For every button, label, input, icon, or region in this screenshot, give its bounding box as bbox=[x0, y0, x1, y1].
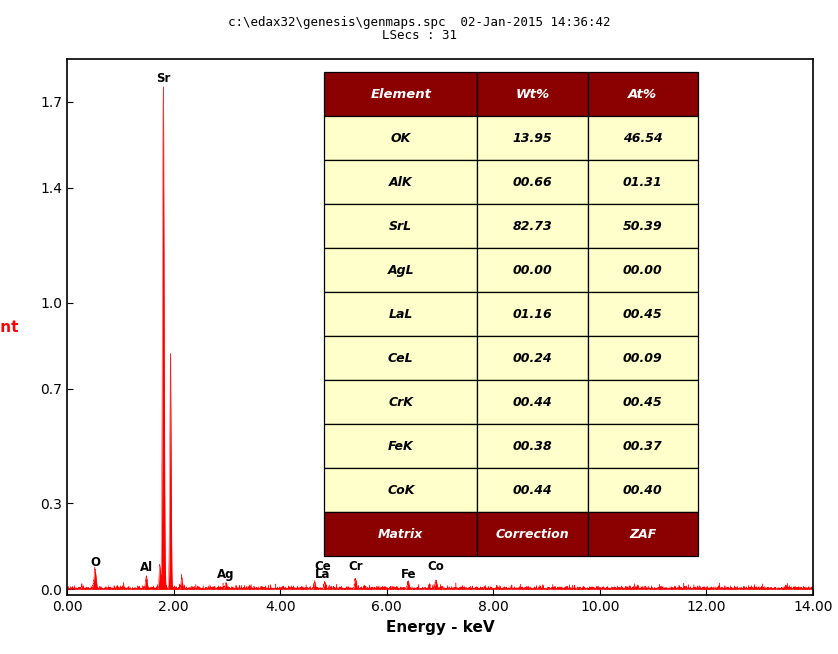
Text: 00.66: 00.66 bbox=[513, 176, 552, 189]
X-axis label: Energy - keV: Energy - keV bbox=[385, 619, 494, 634]
FancyBboxPatch shape bbox=[587, 116, 698, 160]
Text: 00.09: 00.09 bbox=[623, 352, 663, 364]
Text: LSecs : 31: LSecs : 31 bbox=[381, 29, 457, 43]
Text: Wt%: Wt% bbox=[515, 88, 550, 101]
Text: Sr: Sr bbox=[156, 72, 170, 84]
Text: 01.31: 01.31 bbox=[623, 176, 663, 189]
FancyBboxPatch shape bbox=[587, 424, 698, 468]
FancyBboxPatch shape bbox=[587, 336, 698, 380]
Text: FeK: FeK bbox=[388, 439, 414, 453]
FancyBboxPatch shape bbox=[478, 204, 587, 248]
Text: AgL: AgL bbox=[387, 264, 414, 277]
Text: Matrix: Matrix bbox=[378, 528, 423, 540]
Text: Element: Element bbox=[370, 88, 432, 101]
FancyBboxPatch shape bbox=[324, 160, 478, 204]
Text: CeL: CeL bbox=[388, 352, 414, 364]
Text: Cr: Cr bbox=[349, 560, 363, 573]
Text: 00.44: 00.44 bbox=[513, 396, 552, 409]
Text: 00.44: 00.44 bbox=[513, 483, 552, 496]
FancyBboxPatch shape bbox=[587, 73, 698, 116]
Text: 00.00: 00.00 bbox=[623, 264, 663, 277]
FancyBboxPatch shape bbox=[478, 116, 587, 160]
Text: ZAF: ZAF bbox=[629, 528, 656, 540]
FancyBboxPatch shape bbox=[478, 292, 587, 336]
Text: 46.54: 46.54 bbox=[623, 131, 663, 145]
Text: 00.38: 00.38 bbox=[513, 439, 552, 453]
Text: Correction: Correction bbox=[495, 528, 569, 540]
FancyBboxPatch shape bbox=[478, 336, 587, 380]
FancyBboxPatch shape bbox=[587, 204, 698, 248]
Text: 00.45: 00.45 bbox=[623, 396, 663, 409]
Text: 00.00: 00.00 bbox=[513, 264, 552, 277]
FancyBboxPatch shape bbox=[478, 248, 587, 292]
FancyBboxPatch shape bbox=[587, 380, 698, 424]
Text: 00.45: 00.45 bbox=[623, 307, 663, 320]
Text: 00.40: 00.40 bbox=[623, 483, 663, 496]
FancyBboxPatch shape bbox=[478, 380, 587, 424]
FancyBboxPatch shape bbox=[478, 73, 587, 116]
FancyBboxPatch shape bbox=[324, 73, 478, 116]
Text: LaL: LaL bbox=[389, 307, 413, 320]
Text: At%: At% bbox=[628, 88, 657, 101]
Text: 00.24: 00.24 bbox=[513, 352, 552, 364]
FancyBboxPatch shape bbox=[587, 160, 698, 204]
FancyBboxPatch shape bbox=[587, 248, 698, 292]
Text: 00.37: 00.37 bbox=[623, 439, 663, 453]
Text: 50.39: 50.39 bbox=[623, 220, 663, 233]
Text: CrK: CrK bbox=[388, 396, 413, 409]
Text: Fe: Fe bbox=[401, 568, 416, 581]
FancyBboxPatch shape bbox=[478, 512, 587, 556]
FancyBboxPatch shape bbox=[324, 336, 478, 380]
Text: O: O bbox=[90, 556, 100, 569]
FancyBboxPatch shape bbox=[324, 248, 478, 292]
FancyBboxPatch shape bbox=[587, 292, 698, 336]
Text: SrL: SrL bbox=[389, 220, 412, 233]
Text: CoK: CoK bbox=[387, 483, 415, 496]
FancyBboxPatch shape bbox=[324, 292, 478, 336]
Text: Ce: Ce bbox=[314, 560, 331, 573]
FancyBboxPatch shape bbox=[478, 160, 587, 204]
FancyBboxPatch shape bbox=[478, 468, 587, 512]
Text: La: La bbox=[315, 568, 330, 581]
Text: Al: Al bbox=[140, 562, 153, 574]
FancyBboxPatch shape bbox=[587, 512, 698, 556]
Y-axis label: KCnt: KCnt bbox=[0, 320, 18, 334]
Text: 82.73: 82.73 bbox=[513, 220, 552, 233]
FancyBboxPatch shape bbox=[324, 204, 478, 248]
Text: Ag: Ag bbox=[217, 568, 235, 581]
Text: OK: OK bbox=[391, 131, 411, 145]
FancyBboxPatch shape bbox=[324, 380, 478, 424]
FancyBboxPatch shape bbox=[478, 424, 587, 468]
FancyBboxPatch shape bbox=[324, 424, 478, 468]
Text: c:\edax32\genesis\genmaps.spc  02-Jan-2015 14:36:42: c:\edax32\genesis\genmaps.spc 02-Jan-201… bbox=[228, 16, 610, 29]
FancyBboxPatch shape bbox=[324, 116, 478, 160]
FancyBboxPatch shape bbox=[324, 468, 478, 512]
FancyBboxPatch shape bbox=[324, 512, 478, 556]
Text: Co: Co bbox=[427, 560, 444, 573]
Text: AlK: AlK bbox=[389, 176, 412, 189]
FancyBboxPatch shape bbox=[587, 468, 698, 512]
Text: 13.95: 13.95 bbox=[513, 131, 552, 145]
Text: 01.16: 01.16 bbox=[513, 307, 552, 320]
